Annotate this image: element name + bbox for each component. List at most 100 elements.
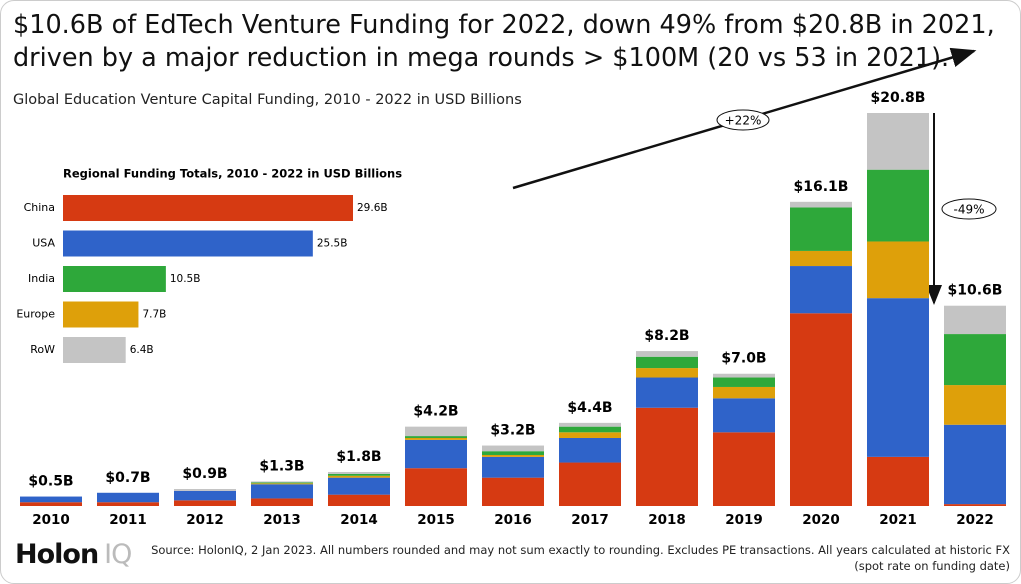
bar-segment bbox=[328, 475, 390, 478]
total-label: $20.8B bbox=[871, 90, 926, 106]
x-tick-label: 2018 bbox=[648, 512, 686, 528]
bar-segment bbox=[328, 473, 390, 476]
total-label: $0.5B bbox=[28, 474, 73, 490]
bar-segment bbox=[174, 500, 236, 506]
total-label: $0.7B bbox=[105, 470, 150, 486]
bar-segment bbox=[482, 456, 544, 478]
total-label: $1.8B bbox=[336, 449, 381, 465]
logo-text: Holon bbox=[15, 539, 99, 570]
inset-category: RoW bbox=[30, 343, 55, 356]
inset-bar bbox=[63, 301, 139, 328]
inset-bar bbox=[63, 337, 126, 363]
bar-segment bbox=[867, 169, 929, 242]
inset-value-label: 25.5B bbox=[317, 238, 348, 250]
inset-category: USA bbox=[32, 237, 55, 250]
bar-segment bbox=[867, 298, 929, 457]
bar-segment bbox=[251, 483, 313, 485]
inset-bar bbox=[63, 195, 353, 221]
bar-segment bbox=[713, 398, 775, 433]
annotation-bubble bbox=[716, 109, 770, 131]
total-label: $1.3B bbox=[259, 458, 304, 474]
bar-segment bbox=[867, 456, 929, 506]
bar-segment bbox=[251, 482, 313, 484]
x-tick-label: 2012 bbox=[186, 512, 224, 528]
inset-title: Regional Funding Totals, 2010 - 2022 in … bbox=[63, 167, 402, 181]
bar-segment bbox=[790, 201, 852, 208]
inset-bar bbox=[63, 266, 166, 292]
x-tick-label: 2011 bbox=[109, 512, 147, 528]
annotation: +22% bbox=[725, 114, 762, 128]
bar-segment bbox=[405, 437, 467, 440]
bar-segment bbox=[328, 494, 390, 506]
x-tick-label: 2021 bbox=[879, 512, 917, 528]
total-label: $10.6B bbox=[948, 283, 1003, 299]
bar-segment bbox=[636, 368, 698, 378]
x-tick-label: 2016 bbox=[494, 512, 532, 528]
inset-value-label: 6.4B bbox=[130, 344, 154, 356]
total-label: $4.4B bbox=[567, 400, 612, 416]
bar-segment bbox=[944, 334, 1006, 386]
x-tick-label: 2019 bbox=[725, 512, 763, 528]
bar-segment bbox=[790, 313, 852, 506]
bar-segment bbox=[405, 436, 467, 438]
source-note: Source: HolonIQ, 2 Jan 2023. All numbers… bbox=[151, 543, 1010, 573]
bar-segment bbox=[636, 407, 698, 506]
bar-segment bbox=[482, 451, 544, 455]
bar-segment bbox=[174, 490, 236, 501]
bar-segment bbox=[559, 432, 621, 438]
bar-segment bbox=[559, 437, 621, 463]
x-tick-label: 2017 bbox=[571, 512, 609, 528]
inset-value-label: 29.6B bbox=[357, 202, 388, 214]
inset-bar bbox=[63, 230, 313, 257]
bar-segment bbox=[636, 351, 698, 357]
bar-segment bbox=[790, 207, 852, 251]
bar-segment bbox=[636, 377, 698, 408]
bar-segment bbox=[405, 439, 467, 469]
bar-segment bbox=[405, 468, 467, 506]
bar-segment bbox=[559, 426, 621, 433]
inset-category: Europe bbox=[16, 308, 55, 321]
bar-segment bbox=[559, 422, 621, 427]
bar-segment bbox=[20, 496, 82, 503]
bar-segment bbox=[405, 426, 467, 437]
total-label: $8.2B bbox=[644, 328, 689, 344]
bar-segment bbox=[174, 488, 236, 491]
x-tick-label: 2010 bbox=[32, 512, 70, 528]
bar-segment bbox=[20, 502, 82, 506]
bar-segment bbox=[944, 504, 1006, 506]
total-label: $3.2B bbox=[490, 423, 535, 439]
annotation: -49% bbox=[953, 203, 984, 217]
logo: Holon IQ bbox=[15, 539, 132, 570]
chart-subtitle: Global Education Venture Capital Funding… bbox=[13, 92, 522, 108]
bar-segment bbox=[944, 305, 1006, 335]
bar-segment bbox=[328, 471, 390, 474]
x-tick-label: 2013 bbox=[263, 512, 301, 528]
logo-text: IQ bbox=[104, 539, 132, 570]
bar-segment bbox=[636, 356, 698, 369]
bar-segment bbox=[328, 477, 390, 495]
bar-segment bbox=[482, 454, 544, 457]
bar-segment bbox=[559, 462, 621, 506]
bar-segment bbox=[790, 266, 852, 314]
total-label: $16.1B bbox=[794, 179, 849, 195]
bar-segment bbox=[713, 432, 775, 506]
x-tick-label: 2022 bbox=[956, 512, 994, 528]
bar-segment bbox=[713, 386, 775, 399]
bar-segment bbox=[482, 477, 544, 506]
x-tick-label: 2020 bbox=[802, 512, 840, 528]
bar-segment bbox=[713, 373, 775, 378]
inset-value-label: 7.7B bbox=[142, 309, 166, 321]
inset-category: India bbox=[28, 272, 55, 285]
total-label: $0.9B bbox=[182, 466, 227, 482]
bar-segment bbox=[713, 377, 775, 387]
bar-segment bbox=[867, 241, 929, 299]
bar-segment bbox=[482, 445, 544, 452]
inset-category: China bbox=[24, 201, 55, 214]
bar-segment bbox=[944, 385, 1006, 425]
bar-segment bbox=[944, 424, 1006, 505]
total-label: $7.0B bbox=[721, 351, 766, 367]
x-tick-label: 2014 bbox=[340, 512, 378, 528]
inset-value-label: 10.5B bbox=[170, 273, 201, 285]
